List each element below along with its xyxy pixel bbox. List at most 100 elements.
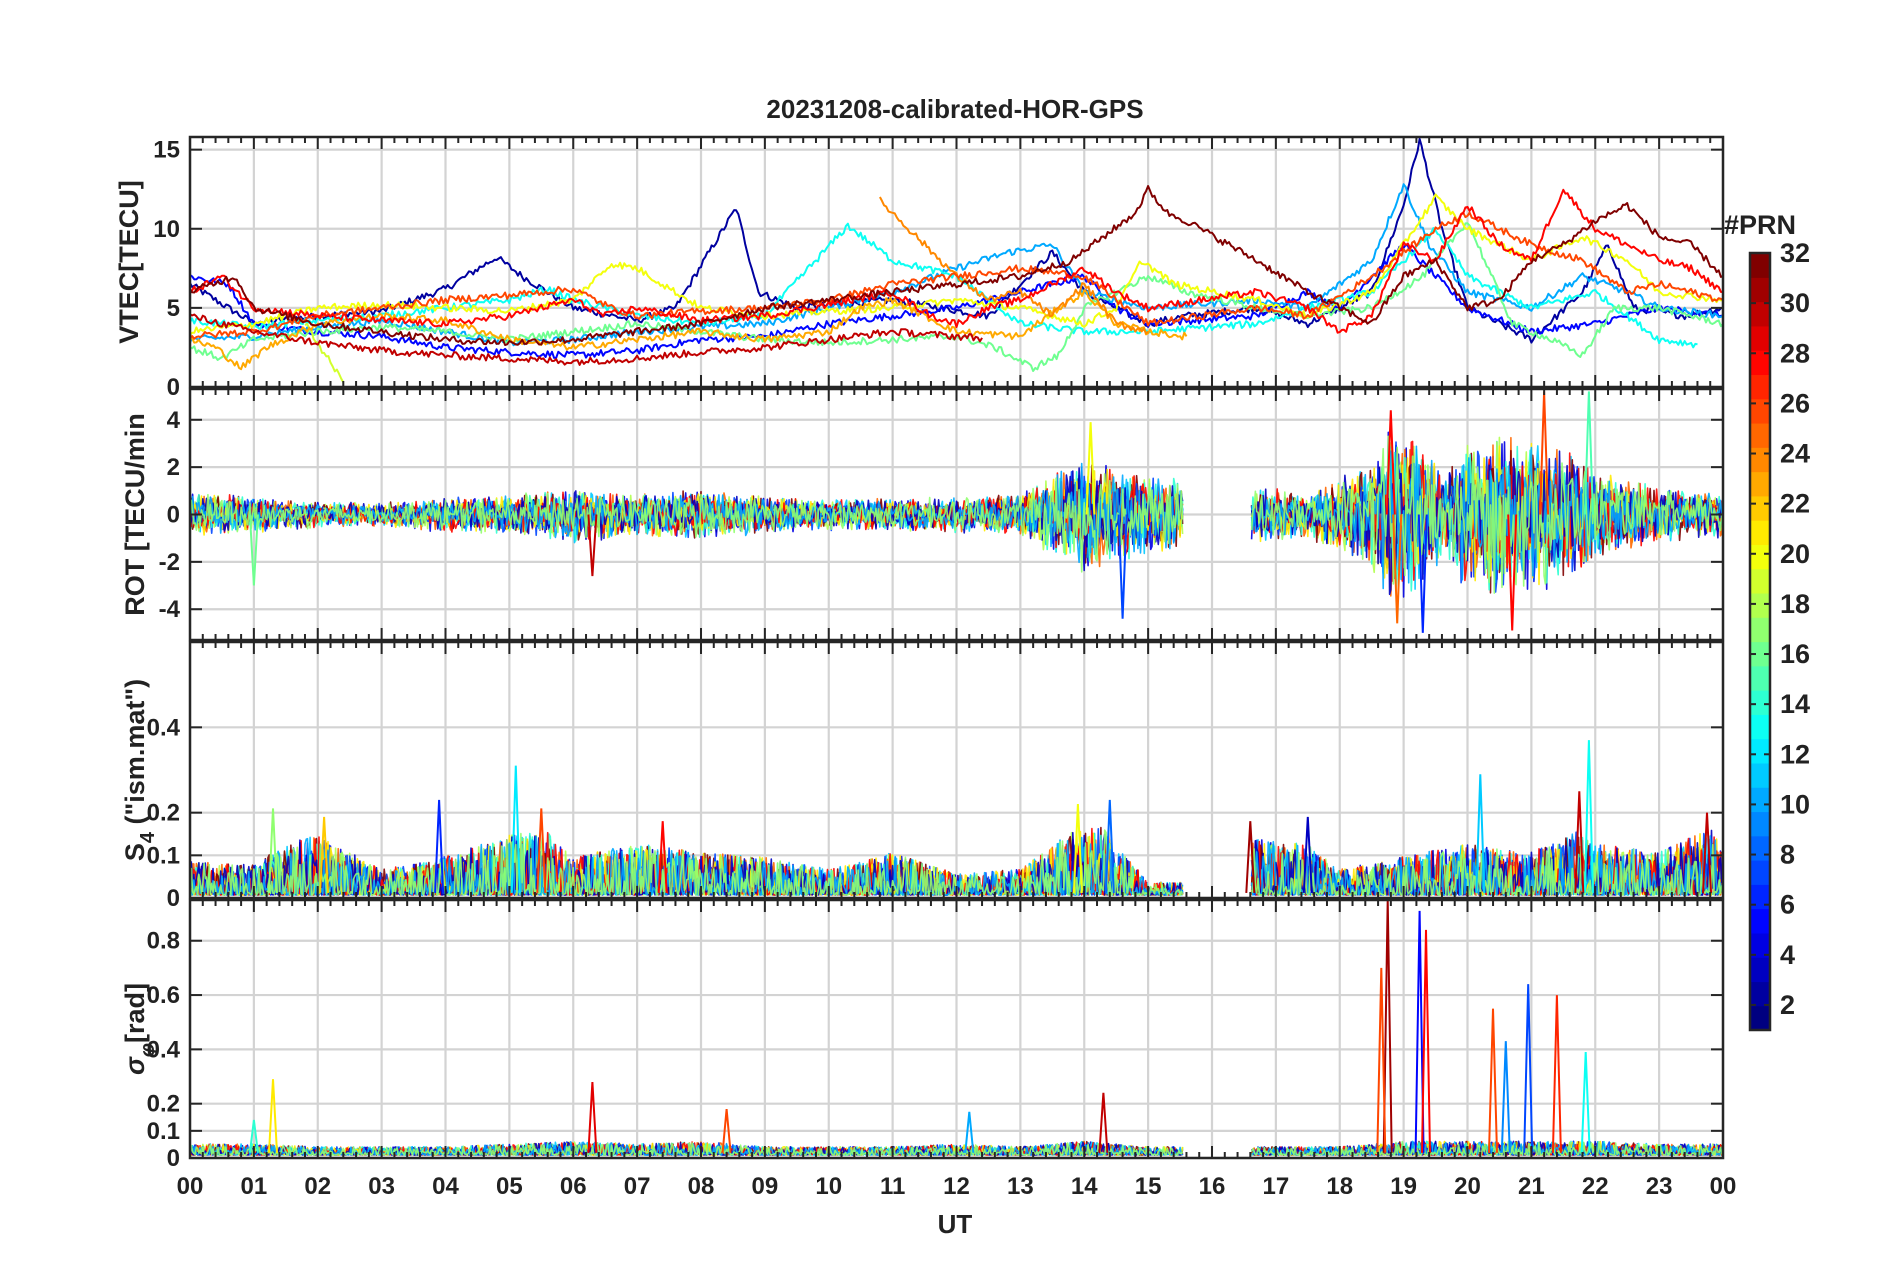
spike-prn-28 <box>1421 929 1431 1153</box>
x-tick-label: 17 <box>1263 1173 1290 1200</box>
x-tick-label: 03 <box>368 1173 395 1200</box>
spike-prn-30 <box>1098 1092 1109 1153</box>
colorbar-segment <box>1750 932 1770 958</box>
x-tick-label: 23 <box>1646 1173 1673 1200</box>
series-prn-17 <box>190 829 1723 896</box>
panel-data <box>190 391 1723 633</box>
colorbar-segment <box>1750 422 1770 448</box>
colorbar-tick-label: 6 <box>1780 890 1795 920</box>
colorbar-tick-label: 32 <box>1780 238 1810 268</box>
colorbar-segment <box>1750 690 1770 715</box>
vtec-series-prn-23 <box>190 289 1188 371</box>
colorbar-segment <box>1750 374 1770 400</box>
spike-prn-10 <box>964 1111 975 1153</box>
spike-prn-5 <box>1414 910 1425 1153</box>
y-axis-label: VTEC[TECU] <box>114 180 144 344</box>
colorbar-tick-label: 28 <box>1780 338 1810 368</box>
y-tick-label: 0 <box>167 502 180 529</box>
x-tick-label: 05 <box>496 1173 523 1200</box>
colorbar-tick-label: 4 <box>1780 940 1795 970</box>
chart-title: 20231208-calibrated-HOR-GPS <box>766 94 1143 124</box>
y-axis-label: σφ[rad] <box>120 983 159 1075</box>
colorbar-segment <box>1750 471 1770 497</box>
vtec-series-prn-20 <box>190 193 1723 336</box>
y-tick-label: 0.2 <box>147 800 180 827</box>
y-axis-label-sub: φ <box>137 1043 159 1057</box>
vtec-series-prn-32 <box>190 185 1723 346</box>
y-tick-label: 0 <box>167 374 180 401</box>
x-tick-label: 21 <box>1518 1173 1545 1200</box>
spike-prn-28 <box>1507 514 1518 631</box>
x-tick-label: 10 <box>815 1173 842 1200</box>
colorbar-segment <box>1750 398 1770 424</box>
y-tick-label: 0.8 <box>147 928 180 955</box>
y-tick-label: 0 <box>167 1145 180 1172</box>
colorbar-segment <box>1750 957 1770 983</box>
colorbar-segment <box>1750 350 1770 376</box>
colorbar-tick-label: 14 <box>1780 689 1810 719</box>
spike-prn-30 <box>1702 812 1712 893</box>
spike-prn-6 <box>434 799 445 893</box>
colorbar-tick-label: 16 <box>1780 639 1810 669</box>
x-tick-label: 09 <box>752 1173 779 1200</box>
panel-rot: -4 -2 0 2 4 ROT [TECU/min <box>120 387 1725 642</box>
x-tick-label: 04 <box>432 1173 459 1200</box>
y-tick-label: 5 <box>167 295 180 322</box>
spike-prn-28 <box>657 821 668 893</box>
colorbar-segment <box>1750 981 1770 1007</box>
x-tick-label: 11 <box>880 1173 905 1200</box>
colorbar-segment <box>1750 835 1770 861</box>
spike-prn-31 <box>1245 821 1256 893</box>
spike-prn-26 <box>721 1109 732 1153</box>
colorbar-tick-label: 8 <box>1780 840 1795 870</box>
y-tick-label: 0.1 <box>147 1118 180 1145</box>
x-axis-label: UT <box>938 1209 973 1239</box>
colorbar-segment <box>1750 811 1770 837</box>
spike-prn-17 <box>268 808 278 893</box>
x-tick-label: 15 <box>1135 1173 1162 1200</box>
spike-prn-21 <box>268 1079 278 1153</box>
colorbar-segment <box>1750 762 1770 788</box>
y-axis-label-main: S <box>120 843 150 861</box>
y-tick-label: -4 <box>159 596 181 623</box>
colorbar-segment <box>1750 714 1770 740</box>
colorbar-segment <box>1750 738 1770 764</box>
panel-data <box>190 137 1723 383</box>
colorbar-segment <box>1750 884 1770 910</box>
y-tick-label: 15 <box>153 137 180 164</box>
spike-prn-8 <box>1104 799 1115 893</box>
panel-vtec: 0 5 10 15 VTEC[TECU] <box>114 135 1725 401</box>
y-tick-label: 10 <box>153 216 180 243</box>
y-tick-label: 0.6 <box>147 982 180 1009</box>
x-tick-label: 18 <box>1326 1173 1353 1200</box>
colorbar-segment <box>1750 325 1770 351</box>
spike-prn-7 <box>1523 984 1534 1153</box>
x-tick-label: 16 <box>1199 1173 1226 1200</box>
spike-prn-16 <box>248 514 259 586</box>
colorbar-segment <box>1750 544 1770 570</box>
spike-prn-13 <box>1583 740 1594 893</box>
x-tick-label: 14 <box>1071 1173 1098 1200</box>
x-tick-label: 20 <box>1454 1173 1481 1200</box>
spike-prn-12 <box>510 765 521 893</box>
panel-sigma_phi: 00.10.2 0.4 0.6 0.8 σφ[rad] <box>120 898 1725 1172</box>
spike-prn-22 <box>319 816 330 893</box>
x-tick-label: 02 <box>304 1173 331 1200</box>
vtec-series-prn-2 <box>190 137 1723 344</box>
colorbar-tick-label: 24 <box>1780 439 1810 469</box>
colorbar-tick-label: 2 <box>1780 990 1795 1020</box>
x-tick-label: 00 <box>177 1173 204 1200</box>
y-axis-label-rest: ("ism.mat") <box>120 679 150 832</box>
colorbar-frame <box>1748 251 1772 1032</box>
y-tick-label: 4 <box>167 407 181 434</box>
y-axis-label-sub: 4 <box>137 831 159 843</box>
colorbar-segment <box>1750 447 1770 473</box>
x-tick-label: 22 <box>1582 1173 1609 1200</box>
colorbar-title: #PRN <box>1724 210 1796 240</box>
y-tick-label: 0.4 <box>147 714 181 741</box>
panel-data <box>190 740 1723 896</box>
spike-prn-3 <box>1302 816 1313 893</box>
x-tick-label: 07 <box>624 1173 651 1200</box>
